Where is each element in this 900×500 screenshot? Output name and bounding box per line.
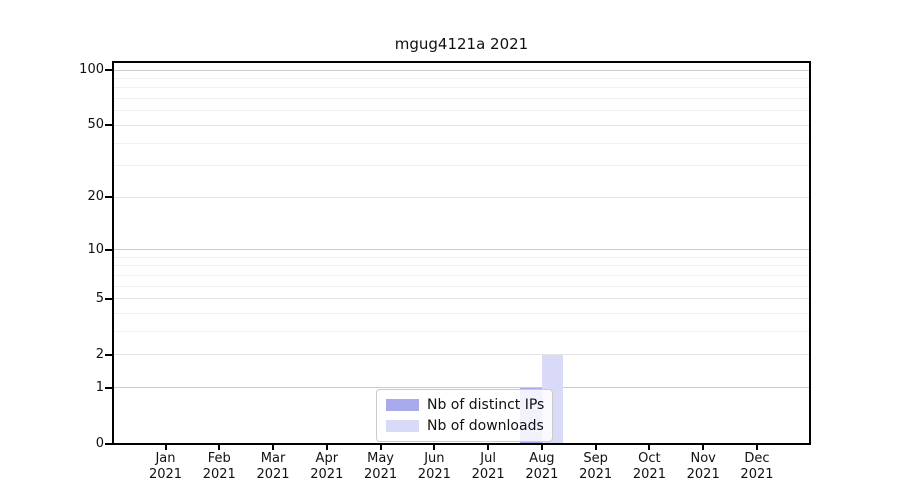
x-axis-tick <box>218 444 221 450</box>
x-axis-tick-label: Sep 2021 <box>579 451 613 482</box>
legend-swatch-distinct-ips <box>386 399 419 411</box>
x-axis-tick <box>379 444 382 450</box>
x-axis-tick <box>164 444 167 450</box>
y-major-gridline <box>114 354 809 356</box>
legend: Nb of distinct IPs Nb of downloads <box>376 389 554 442</box>
y-minor-gridline <box>114 274 809 276</box>
chart-title: mgug4121a 2021 <box>394 35 529 53</box>
y-axis-tick <box>105 386 112 389</box>
y-minor-gridline <box>114 285 809 287</box>
y-minor-gridline <box>114 77 809 79</box>
x-axis-tick-label: Apr 2021 <box>310 451 344 482</box>
y-minor-gridline <box>114 87 809 89</box>
y-axis-tick <box>105 69 112 71</box>
x-axis-tick <box>540 444 543 450</box>
x-axis-tick-label: Jan 2021 <box>148 451 183 482</box>
y-axis-tick-label: 10 <box>87 241 104 257</box>
y-major-gridline <box>114 124 809 126</box>
y-axis-tick-label: 100 <box>79 62 104 77</box>
y-axis-tick <box>105 443 112 445</box>
x-axis-tick-label: Jun 2021 <box>417 451 451 482</box>
x-axis-tick <box>594 444 597 450</box>
x-axis-tick-label: Jul 2021 <box>471 451 505 482</box>
x-axis-tick-label: Nov 2021 <box>686 451 720 482</box>
y-axis-tick-label: 2 <box>95 346 104 362</box>
x-axis-tick-label: Mar 2021 <box>256 451 290 482</box>
legend-entry-downloads: Nb of downloads <box>386 418 544 434</box>
y-axis-tick-label: 20 <box>87 189 104 205</box>
y-axis-tick <box>105 196 112 199</box>
y-minor-gridline <box>114 313 809 315</box>
y-axis-tick-label: 1 <box>95 379 104 395</box>
y-minor-gridline <box>114 265 809 267</box>
y-minor-gridline <box>114 256 809 258</box>
x-axis-tick-label: Dec 2021 <box>740 451 774 482</box>
y-minor-gridline <box>114 98 809 100</box>
y-axis-tick <box>105 353 112 356</box>
x-axis-tick-label: May 2021 <box>364 451 398 482</box>
y-major-gridline <box>114 69 809 71</box>
y-major-gridline <box>114 249 809 251</box>
y-minor-gridline <box>114 142 809 144</box>
y-major-gridline <box>114 298 809 300</box>
x-axis-tick <box>272 444 275 450</box>
x-axis-tick <box>755 444 758 450</box>
y-minor-gridline <box>114 331 809 333</box>
y-major-gridline <box>114 387 809 389</box>
y-axis-tick-label: 0 <box>95 436 104 451</box>
x-axis-tick-label: Feb 2021 <box>202 451 236 482</box>
x-axis-tick <box>702 444 705 450</box>
x-axis-tick <box>487 444 490 450</box>
y-minor-gridline <box>114 165 809 167</box>
legend-label-distinct-ips: Nb of distinct IPs <box>427 397 545 413</box>
y-axis-tick <box>105 297 112 300</box>
y-axis-tick-label: 5 <box>95 290 104 306</box>
y-minor-gridline <box>114 110 809 112</box>
x-axis-tick <box>433 444 436 450</box>
x-axis-tick-label: Aug 2021 <box>525 451 559 482</box>
y-axis-tick <box>105 248 112 251</box>
y-axis-tick <box>105 124 112 127</box>
legend-swatch-downloads <box>386 420 419 432</box>
x-axis-tick <box>648 444 651 450</box>
legend-entry-distinct-ips: Nb of distinct IPs <box>386 397 544 413</box>
y-major-gridline <box>114 196 809 198</box>
legend-label-downloads: Nb of downloads <box>427 418 544 434</box>
y-axis-tick-label: 50 <box>87 117 104 133</box>
x-axis-tick <box>325 444 328 450</box>
x-axis-tick-label: Oct 2021 <box>632 451 666 482</box>
